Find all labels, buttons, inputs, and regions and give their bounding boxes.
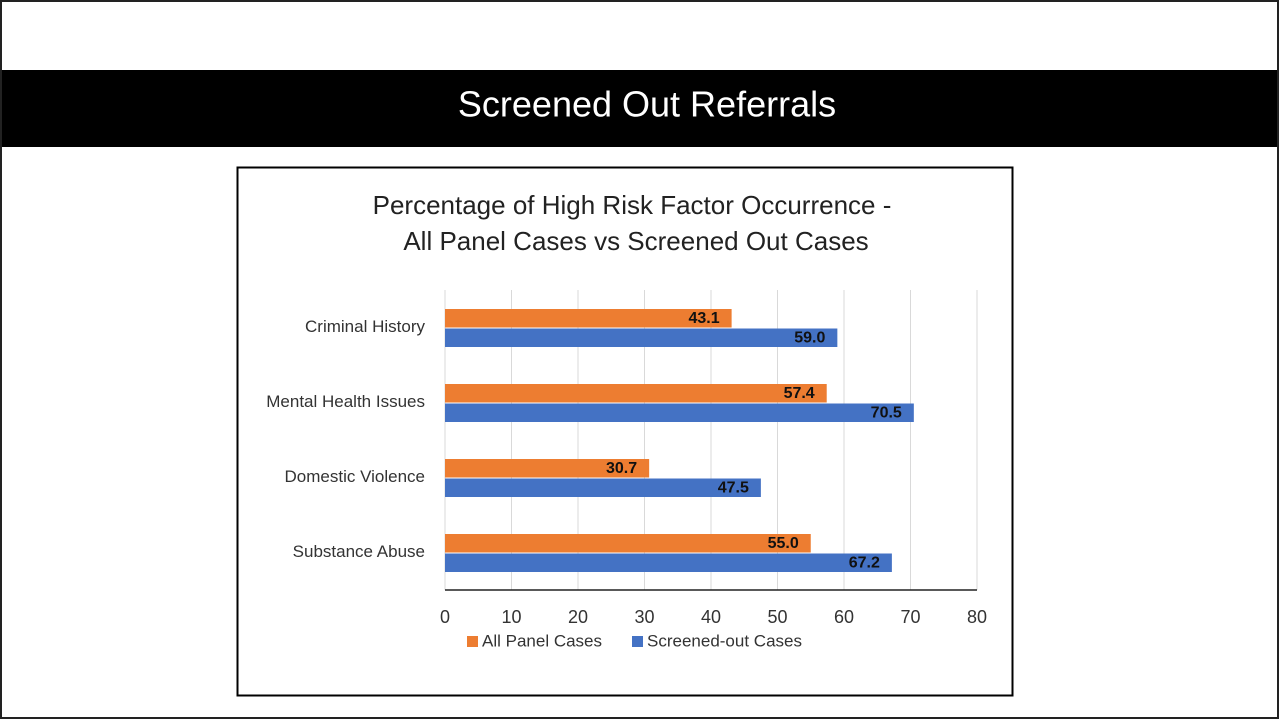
bar bbox=[445, 309, 732, 328]
bar bbox=[445, 403, 914, 422]
bar bbox=[445, 459, 650, 478]
x-tick-label: 50 bbox=[767, 607, 787, 627]
value-label: 59.0 bbox=[794, 329, 825, 346]
x-tick-label: 80 bbox=[967, 607, 987, 627]
bar bbox=[445, 328, 838, 347]
y-tick-label: Substance Abuse bbox=[293, 542, 425, 561]
value-label: 57.4 bbox=[784, 385, 815, 402]
y-tick-label: Criminal History bbox=[305, 317, 425, 336]
x-tick-label: 70 bbox=[900, 607, 920, 627]
value-label: 67.2 bbox=[849, 554, 880, 571]
legend-swatch bbox=[632, 636, 643, 647]
bar bbox=[445, 534, 811, 553]
value-label: 30.7 bbox=[606, 460, 637, 477]
y-tick-label: Domestic Violence bbox=[285, 467, 425, 486]
value-label: 70.5 bbox=[871, 404, 902, 421]
x-tick-label: 40 bbox=[701, 607, 721, 627]
bar bbox=[445, 384, 827, 403]
x-tick-label: 60 bbox=[834, 607, 854, 627]
y-tick-label: Mental Health Issues bbox=[266, 392, 425, 411]
title-band bbox=[2, 70, 1277, 147]
legend-label: Screened-out Cases bbox=[647, 631, 802, 650]
value-label: 55.0 bbox=[768, 535, 799, 552]
x-tick-label: 20 bbox=[568, 607, 588, 627]
x-tick-label: 0 bbox=[440, 607, 450, 627]
legend-label: All Panel Cases bbox=[482, 631, 602, 650]
value-label: 47.5 bbox=[718, 479, 749, 496]
chart-title: Percentage of High Risk Factor Occurrenc… bbox=[373, 190, 892, 220]
slide-title: Screened Out Referrals bbox=[458, 84, 836, 125]
chart-frame bbox=[236, 166, 1014, 697]
bar bbox=[445, 478, 761, 497]
bar bbox=[445, 553, 892, 572]
value-label: 43.1 bbox=[688, 310, 719, 327]
legend-swatch bbox=[467, 636, 478, 647]
chart-title: All Panel Cases vs Screened Out Cases bbox=[403, 226, 868, 256]
x-tick-label: 10 bbox=[501, 607, 521, 627]
x-tick-label: 30 bbox=[634, 607, 654, 627]
